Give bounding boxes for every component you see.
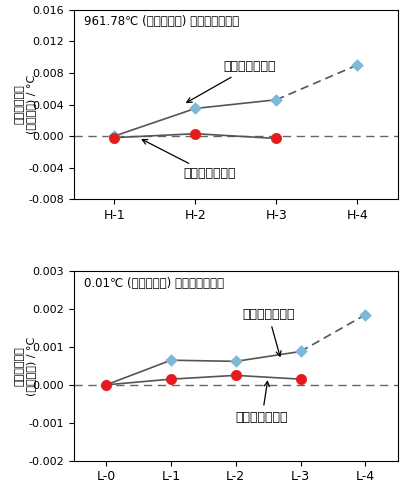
Point [272,135,279,143]
Text: 従来型の温度計: 従来型の温度計 [242,308,294,356]
Text: 開発した温度計: 開発した温度計 [142,140,235,180]
Text: 961.78℃ (銀の凝固点) における安定性: 961.78℃ (銀の凝固点) における安定性 [83,16,238,28]
Point [167,356,174,364]
Point [167,375,174,383]
Point [111,132,117,140]
Point [232,357,238,365]
Y-axis label: 抗抗値の変動
(温度換算) / °C: 抗抗値の変動 (温度換算) / °C [15,75,36,134]
Text: 0.01℃ (水の三重点) における安定性: 0.01℃ (水の三重点) における安定性 [83,277,223,290]
Y-axis label: 抗抗値の変動
(温度換算) / °C: 抗抗値の変動 (温度換算) / °C [15,336,36,395]
Point [103,381,109,389]
Point [297,347,303,355]
Text: 開発した温度計: 開発した温度計 [235,381,288,423]
Point [361,311,368,319]
Text: 従来型の温度計: 従来型の温度計 [186,60,275,102]
Point [232,371,238,379]
Point [191,104,198,112]
Point [353,61,360,69]
Point [297,375,303,383]
Point [191,130,198,138]
Point [111,134,117,142]
Point [103,381,109,389]
Point [272,96,279,104]
